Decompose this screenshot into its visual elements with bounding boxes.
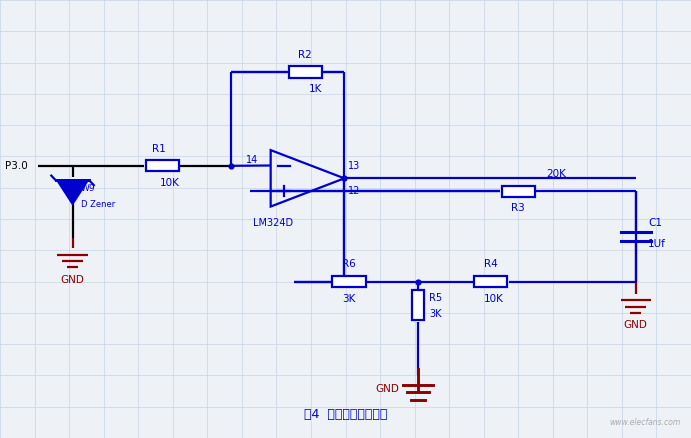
- Text: GND: GND: [624, 320, 647, 330]
- Text: W9: W9: [81, 184, 95, 194]
- Text: C1: C1: [648, 218, 662, 228]
- Bar: [412, 290, 424, 320]
- Text: R6: R6: [342, 259, 356, 269]
- Text: R1: R1: [152, 144, 166, 154]
- Bar: [332, 276, 366, 287]
- Text: 13: 13: [348, 161, 360, 171]
- Bar: [146, 160, 179, 171]
- Text: 14: 14: [246, 155, 258, 166]
- Text: P3.0: P3.0: [5, 161, 28, 171]
- Text: www.elecfans.com: www.elecfans.com: [609, 418, 681, 427]
- Text: D Zener: D Zener: [81, 200, 115, 209]
- Text: 10K: 10K: [160, 178, 179, 188]
- Text: GND: GND: [375, 384, 399, 394]
- Text: 3K: 3K: [342, 294, 356, 304]
- Text: 3K: 3K: [429, 309, 442, 319]
- Bar: [502, 186, 535, 197]
- Text: R4: R4: [484, 259, 498, 269]
- Text: 12: 12: [348, 186, 360, 196]
- Text: R5: R5: [429, 293, 442, 303]
- Bar: [474, 276, 507, 287]
- Text: 20K: 20K: [547, 169, 566, 179]
- Polygon shape: [57, 180, 88, 204]
- Text: R2: R2: [299, 50, 312, 60]
- Text: 1K: 1K: [309, 84, 322, 94]
- Text: R3: R3: [511, 203, 525, 213]
- Text: 1Uf: 1Uf: [648, 239, 666, 249]
- Text: 图4  电压信号采集电路: 图4 电压信号采集电路: [304, 408, 387, 421]
- Bar: [289, 66, 322, 78]
- Text: 10K: 10K: [484, 294, 504, 304]
- Text: GND: GND: [61, 275, 84, 285]
- Text: LM324D: LM324D: [253, 219, 293, 228]
